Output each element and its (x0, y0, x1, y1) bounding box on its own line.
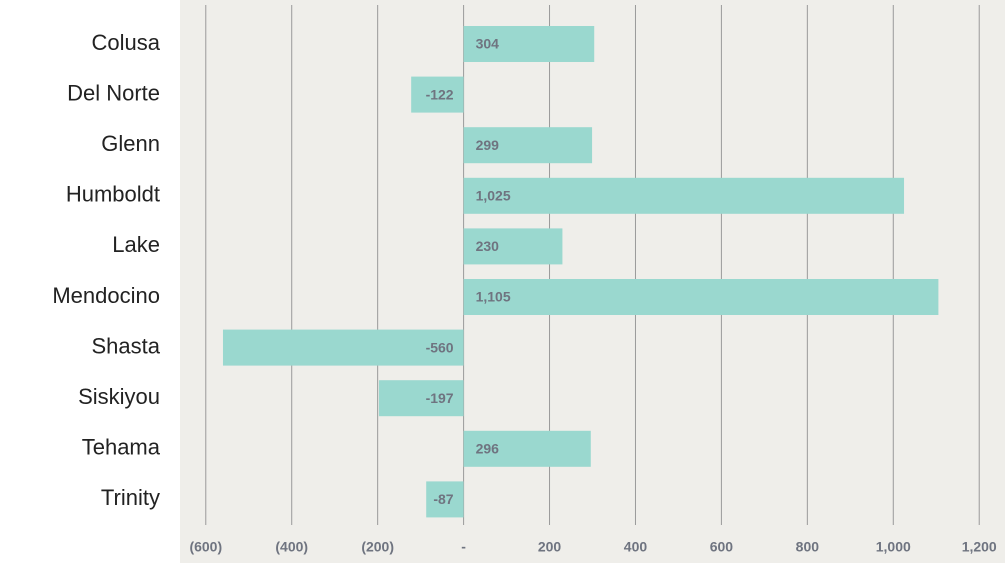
x-tick-label: (400) (275, 539, 308, 555)
bar (463, 26, 595, 62)
data-label: -560 (426, 339, 454, 355)
category-label: Humboldt (66, 182, 160, 207)
bar (426, 481, 464, 518)
bar (463, 177, 905, 214)
data-label: -122 (426, 86, 454, 102)
data-label: 299 (476, 137, 500, 153)
category-label: Lake (112, 232, 160, 257)
bar (411, 76, 464, 113)
data-label: 296 (476, 441, 500, 457)
x-tick-label: (200) (361, 539, 394, 555)
x-tick-label: 1,200 (962, 539, 997, 555)
x-tick-label: 1,000 (876, 539, 911, 555)
bar (463, 279, 939, 315)
x-tick-label: 400 (624, 539, 648, 555)
x-tick-label: 800 (796, 539, 820, 555)
data-label: 304 (476, 36, 500, 52)
x-tick-label: 200 (538, 539, 562, 555)
category-label: Siskiyou (78, 384, 160, 409)
x-tick-label: - (461, 539, 466, 555)
bar (222, 329, 464, 366)
data-label: 1,105 (476, 289, 511, 305)
category-label: Mendocino (52, 283, 160, 308)
data-label: 230 (476, 238, 500, 254)
data-label: -197 (426, 390, 454, 406)
bar (463, 228, 563, 265)
category-label: Del Norte (67, 80, 160, 105)
data-label: -87 (433, 491, 453, 507)
bar (378, 380, 464, 417)
x-tick-label: (600) (189, 539, 222, 555)
category-label: Colusa (92, 30, 161, 55)
category-label: Glenn (101, 131, 160, 156)
bar (463, 127, 593, 164)
category-label: Trinity (101, 485, 160, 510)
data-label: 1,025 (476, 188, 511, 204)
category-label: Shasta (92, 333, 161, 358)
category-label: Tehama (82, 435, 161, 460)
bar (463, 430, 591, 467)
x-tick-label: 600 (710, 539, 734, 555)
